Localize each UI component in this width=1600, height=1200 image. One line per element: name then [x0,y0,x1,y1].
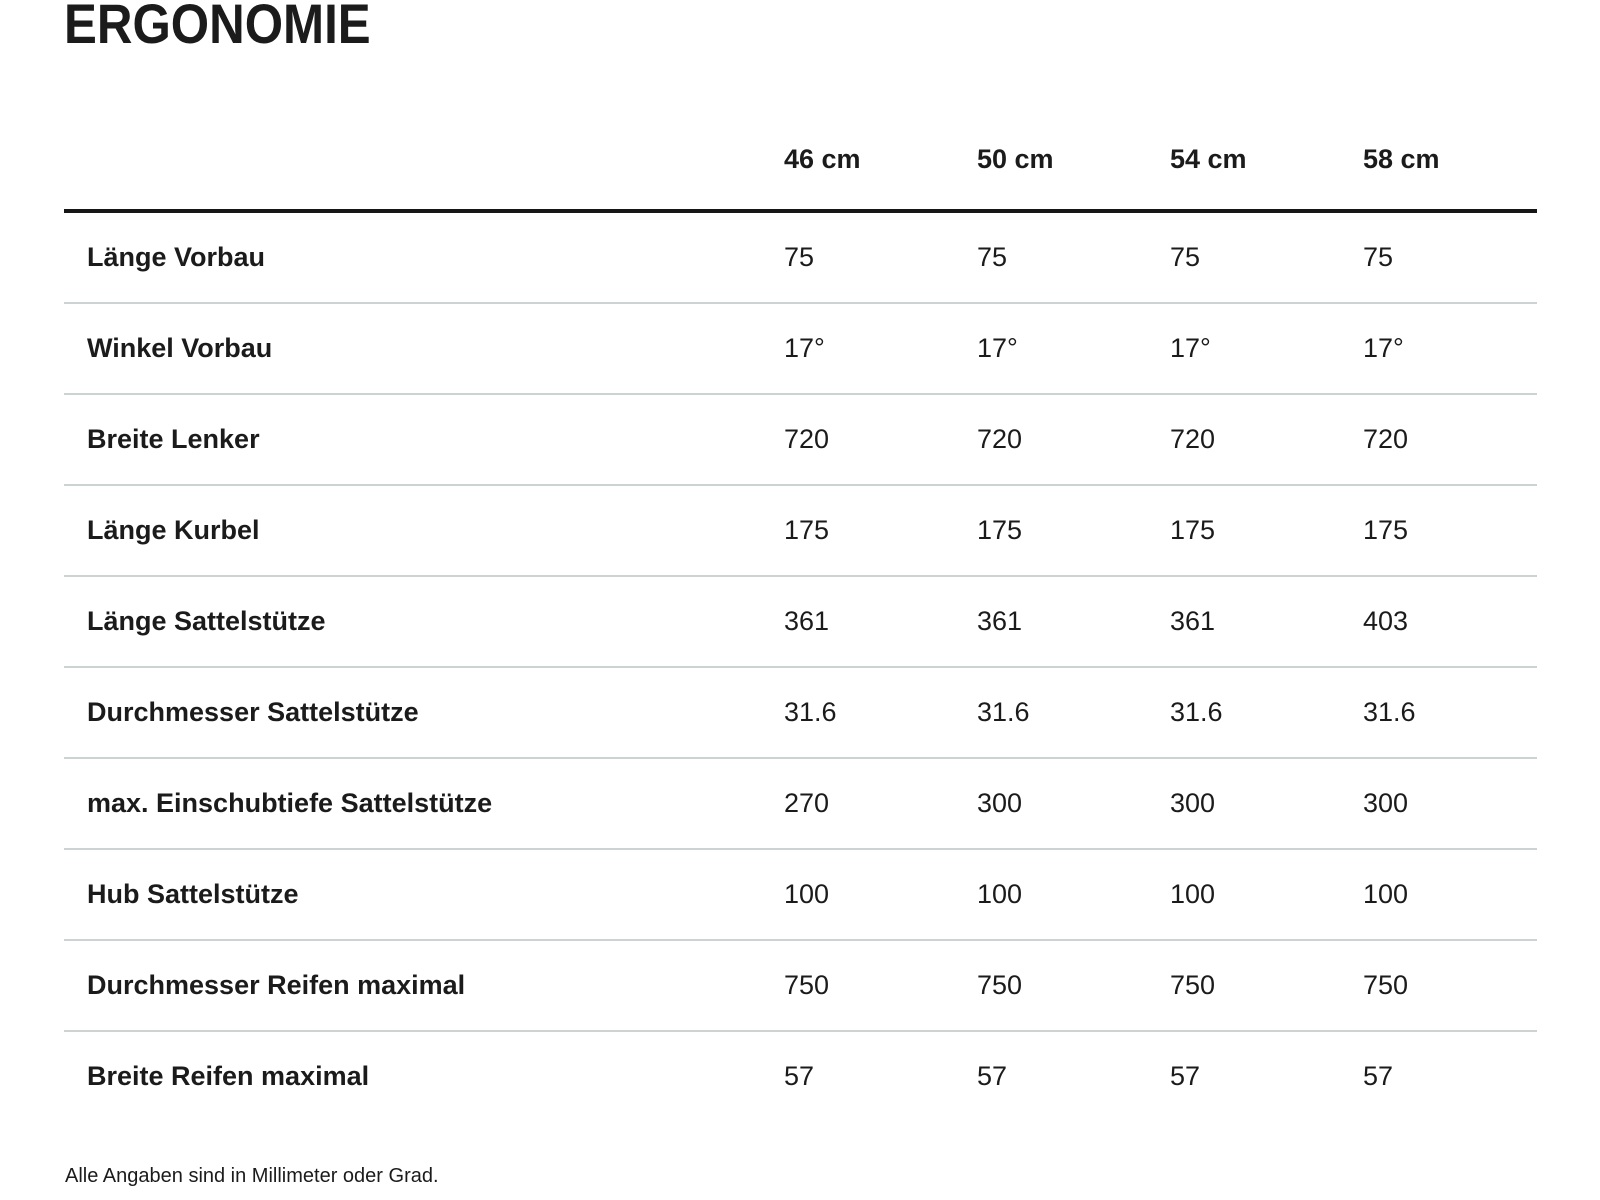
table-row: Durchmesser Sattelstütze 31.6 31.6 31.6 … [64,667,1537,758]
page-title: ERGONOMIE [64,0,371,55]
cell-value: 57 [977,1061,1008,1091]
row-label: Durchmesser Sattelstütze [87,697,419,727]
row-label: Breite Lenker [87,424,260,454]
cell-value: 31.6 [977,697,1030,727]
cell-value: 720 [1170,424,1216,454]
table-row: Länge Kurbel 175 175 175 175 [64,485,1537,576]
ergonomics-table: 46 cm 50 cm 54 cm 58 cm Länge Vorbau 75 … [64,52,1537,1121]
column-header-54cm: 54 cm [1170,144,1247,174]
cell-value: 75 [784,242,815,272]
cell-value: 300 [1363,788,1409,818]
cell-value: 361 [1170,606,1216,636]
cell-value: 750 [1170,970,1216,1000]
cell-value: 300 [977,788,1023,818]
cell-value: 403 [1363,606,1409,636]
cell-value: 100 [977,879,1023,909]
row-label: Breite Reifen maximal [87,1061,370,1091]
cell-value: 75 [1170,242,1201,272]
header-row: 46 cm 50 cm 54 cm 58 cm [64,52,1537,211]
row-label: Winkel Vorbau [87,333,273,363]
header-spacer [64,52,784,211]
table-row: Winkel Vorbau 17° 17° 17° 17° [64,303,1537,394]
cell-value: 361 [977,606,1023,636]
cell-value: 75 [977,242,1008,272]
cell-value: 75 [1363,242,1394,272]
table-row: Hub Sattelstütze 100 100 100 100 [64,849,1537,940]
row-label: Länge Kurbel [87,515,260,545]
cell-value: 750 [1363,970,1409,1000]
cell-value: 31.6 [784,697,837,727]
row-label: max. Einschubtiefe Sattelstütze [87,788,493,818]
cell-value: 720 [1363,424,1409,454]
cell-value: 720 [784,424,830,454]
cell-value: 750 [977,970,1023,1000]
cell-value: 175 [1170,515,1216,545]
cell-value: 175 [977,515,1023,545]
cell-value: 750 [784,970,830,1000]
table-row: max. Einschubtiefe Sattelstütze 270 300 … [64,758,1537,849]
cell-value: 300 [1170,788,1216,818]
units-footnote: Alle Angaben sind in Millimeter oder Gra… [65,1165,439,1187]
table-header: 46 cm 50 cm 54 cm 58 cm [64,52,1537,211]
table-row: Länge Vorbau 75 75 75 75 [64,211,1537,303]
cell-value: 100 [1170,879,1216,909]
table-body: Länge Vorbau 75 75 75 75 Winkel Vorbau 1… [64,211,1537,1121]
row-label: Länge Sattelstütze [87,606,326,636]
table-row: Breite Reifen maximal 57 57 57 57 [64,1031,1537,1121]
cell-value: 17° [784,333,825,363]
cell-value: 31.6 [1170,697,1223,727]
table-row: Länge Sattelstütze 361 361 361 403 [64,576,1537,667]
table-row: Durchmesser Reifen maximal 750 750 750 7… [64,940,1537,1031]
row-label: Hub Sattelstütze [87,879,299,909]
cell-value: 175 [784,515,830,545]
column-header-58cm: 58 cm [1363,144,1440,174]
column-header-46cm: 46 cm [784,144,861,174]
cell-value: 31.6 [1363,697,1416,727]
cell-value: 720 [977,424,1023,454]
cell-value: 17° [977,333,1018,363]
cell-value: 361 [784,606,830,636]
cell-value: 270 [784,788,830,818]
cell-value: 17° [1170,333,1211,363]
cell-value: 100 [784,879,830,909]
cell-value: 57 [784,1061,815,1091]
cell-value: 17° [1363,333,1404,363]
cell-value: 57 [1170,1061,1201,1091]
row-label: Länge Vorbau [87,242,266,272]
cell-value: 100 [1363,879,1409,909]
row-label: Durchmesser Reifen maximal [87,970,466,1000]
cell-value: 57 [1363,1061,1394,1091]
column-header-50cm: 50 cm [977,144,1054,174]
table-row: Breite Lenker 720 720 720 720 [64,394,1537,485]
cell-value: 175 [1363,515,1409,545]
